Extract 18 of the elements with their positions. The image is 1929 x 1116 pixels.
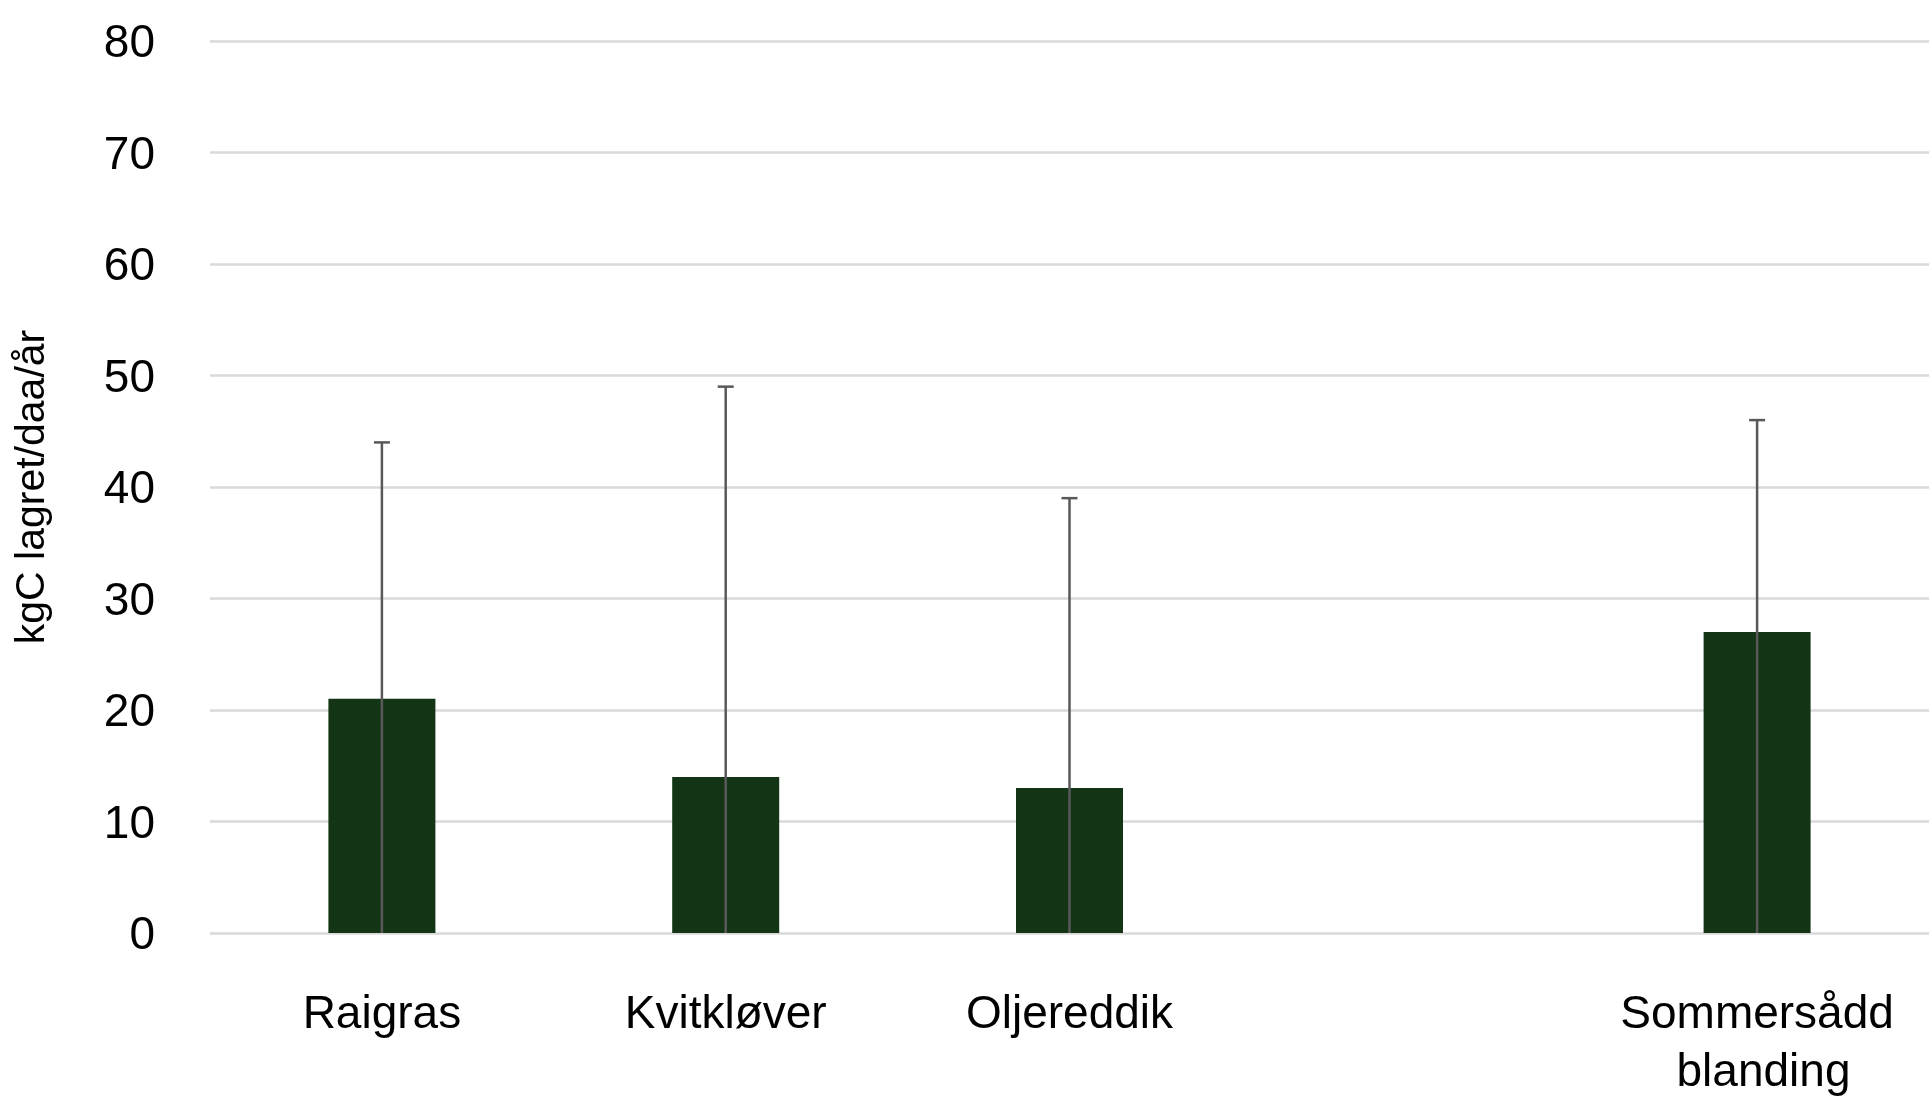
y-tick-label: 40 bbox=[103, 461, 155, 513]
x-tick-label: Oljereddik bbox=[965, 986, 1175, 1038]
y-tick-label: 70 bbox=[103, 126, 155, 179]
bar bbox=[328, 698, 436, 933]
y-tick-label: 80 bbox=[103, 15, 155, 67]
x-tick-label: Raigras bbox=[302, 986, 462, 1038]
y-axis-title: kgC lagret/daa/år bbox=[6, 329, 53, 645]
bar bbox=[1016, 788, 1123, 933]
y-tick-label: 30 bbox=[103, 572, 155, 625]
y-tick-label: 0 bbox=[129, 907, 155, 959]
y-tick-label: 20 bbox=[103, 684, 155, 736]
y-tick-label: 10 bbox=[103, 795, 155, 848]
x-tick-label: Kvitkløver bbox=[624, 986, 827, 1038]
y-tick-label: 60 bbox=[103, 238, 155, 290]
bar bbox=[1703, 631, 1811, 933]
y-tick-label: 50 bbox=[103, 349, 155, 402]
bar bbox=[672, 776, 780, 933]
x-tick-label: Sommersådd blanding bbox=[1620, 986, 1894, 1096]
